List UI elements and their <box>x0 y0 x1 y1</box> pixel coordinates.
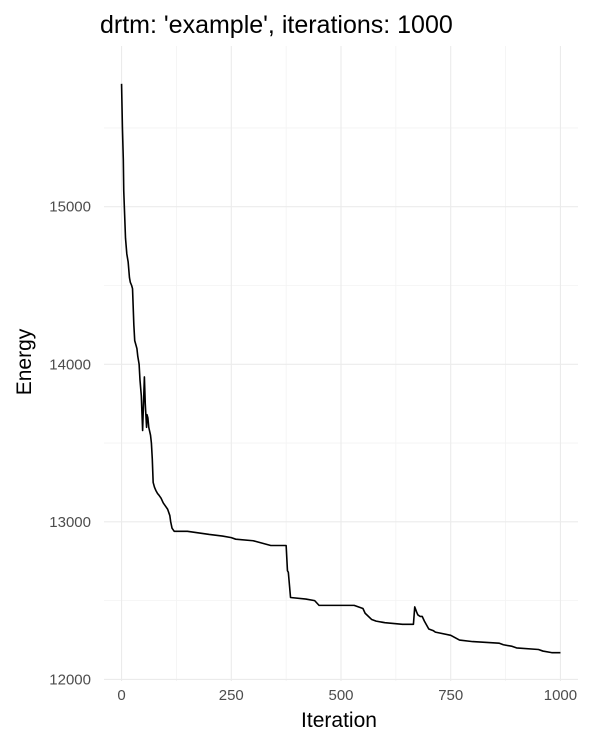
x-tick-label: 250 <box>219 687 244 704</box>
y-axis-title: Energy <box>13 328 36 395</box>
chart-title: drtm: 'example', iterations: 1000 <box>100 11 453 39</box>
series-layer <box>120 83 561 654</box>
y-tick-label: 13000 <box>49 514 91 531</box>
x-axis-tick-labels: 0 250 500 750 1000 <box>117 687 577 704</box>
y-tick-label: 12000 <box>49 671 91 688</box>
x-axis-title: Iteration <box>301 709 377 732</box>
x-tick-label: 750 <box>438 687 463 704</box>
energy-series-line <box>120 83 561 654</box>
x-tick-label: 500 <box>328 687 353 704</box>
x-tick-label: 1000 <box>544 687 577 704</box>
y-tick-label: 14000 <box>49 356 91 373</box>
y-axis-tick-labels: 12000 13000 14000 15000 <box>49 199 91 689</box>
x-tick-label: 0 <box>117 687 125 704</box>
y-tick-label: 15000 <box>49 199 91 216</box>
grid-major-lines <box>104 46 578 681</box>
